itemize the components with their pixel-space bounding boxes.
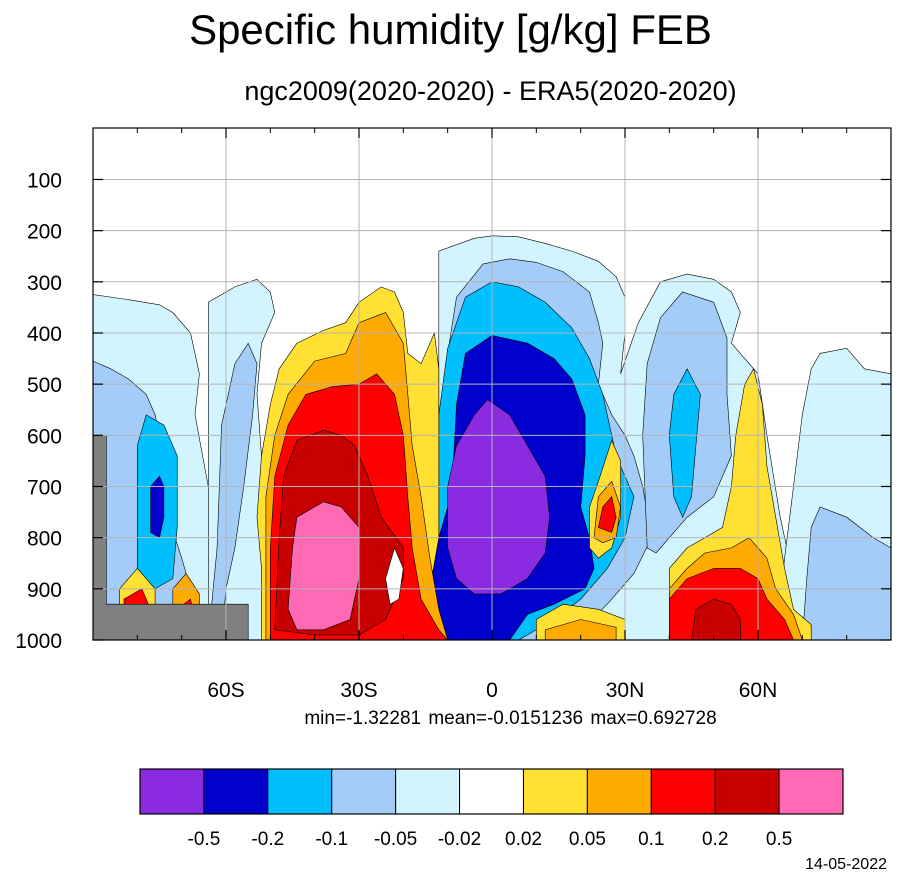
chart-subtitle: ngc2009(2020-2020) - ERA5(2020-2020) [244,76,737,106]
chart-title: Specific humidity [g/kg] FEB [189,6,712,53]
region-nh-medium-blue-2 [801,506,891,640]
colorbar-label: 0.1 [638,829,664,850]
x-tick-label: 60S [207,679,244,702]
colorbar-label: -0.02 [438,829,481,850]
colorbar-label: -0.2 [251,829,284,850]
colorbar-frame [139,768,844,815]
grid-lines [93,128,891,640]
colorbar: -0.5 -0.2 -0.1 -0.05 -0.02 0.02 0.05 0.1 0.2 0.5 [139,768,844,850]
colorbar-swatch [778,768,844,815]
y-tick-label: 600 [27,425,62,448]
colorbar-swatch [203,768,269,815]
colorbar-label: 0.2 [702,829,728,850]
colorbar-swatch [522,768,588,815]
y-tick-label: 300 [27,272,62,295]
date-stamp: 14-05-2022 [805,856,887,873]
y-tick-label: 800 [27,528,62,551]
y-tick-label: 700 [27,476,62,499]
axes: 60S 30S 0 30N 60N 100 200 300 400 500 600 700 800 900… [15,128,892,702]
colorbar-label: 0.05 [569,829,606,850]
region-nh-cyan [668,368,701,518]
y-tick-label: 900 [27,579,62,602]
colorbar-swatch [650,768,716,815]
y-tick-label: 200 [27,221,62,244]
region-eq-surface-orange [544,619,617,640]
colorbar-label: -0.1 [315,829,348,850]
plot-area [93,128,891,640]
x-tick-label: 30N [606,679,645,702]
region-sh-white-pocket [385,547,404,605]
colorbar-swatch [586,768,652,815]
contour-fills [93,235,891,640]
colorbar-label: 0.5 [766,829,792,850]
y-tick-label: 400 [27,323,62,346]
region-nh-sub-red [598,496,617,533]
colorbar-swatch [331,768,397,815]
colorbar-swatch [267,768,333,815]
colorbar-swatch [714,768,780,815]
colorbar-swatch [139,768,205,815]
colorbar-label: 0.02 [505,829,542,850]
colorbar-swatch [395,768,461,815]
y-tick-label: 500 [27,374,62,397]
x-tick-label: 0 [486,679,498,702]
colorbar-label: -0.5 [188,829,221,850]
colorbar-label: -0.05 [374,829,417,850]
colorbar-swatch [459,768,524,815]
region-nh-mid-dark-red [691,598,741,640]
region-sh-dark-blue [150,475,165,539]
region-sh-pink [287,501,360,631]
y-tick-label: 100 [27,169,62,192]
x-tick-label: 30S [340,679,377,702]
stats-summary: min=-1.32281 mean=-0.0151236 max=0.69272… [304,708,717,729]
x-tick-label: 60N [739,679,778,702]
y-tick-label: 1000 [15,630,62,653]
